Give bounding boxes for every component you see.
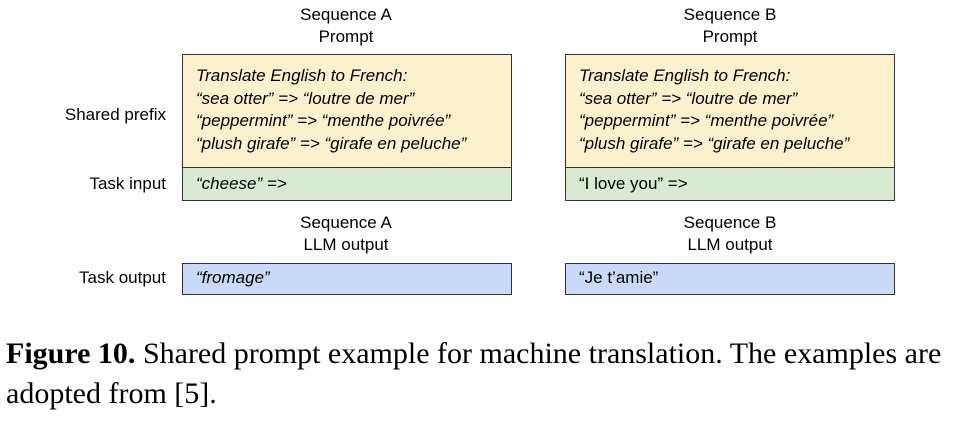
figure-caption: Figure 10. Shared prompt example for mac… xyxy=(6,334,956,414)
sequence-a-prompt-header: Sequence A Prompt xyxy=(246,4,446,48)
prefix-line: Translate English to French: xyxy=(196,66,408,85)
prompt-label: Prompt xyxy=(702,27,758,46)
prefix-line: Translate English to French: xyxy=(579,66,791,85)
figure-label: Figure 10. xyxy=(6,337,136,370)
row-label-shared-prefix: Shared prefix xyxy=(64,105,166,124)
prefix-line: “peppermint” => “menthe poivrée” xyxy=(579,111,834,130)
sequence-b-title: Sequence B xyxy=(683,213,777,232)
sequence-a-title: Sequence A xyxy=(300,5,392,24)
sequence-b-output-header: Sequence B LLM output xyxy=(630,212,830,256)
llm-output-label: LLM output xyxy=(687,235,773,254)
sequence-b-shared-prefix-box: Translate English to French: “sea otter”… xyxy=(565,54,895,168)
sequence-b-title: Sequence B xyxy=(683,5,777,24)
prompt-label: Prompt xyxy=(318,27,374,46)
prefix-line: “sea otter” => “loutre de mer” xyxy=(196,88,415,108)
row-label-task-output: Task output xyxy=(79,268,166,287)
sequence-a-task-input-box: “cheese” => xyxy=(182,167,512,201)
sequence-b-task-input-box: “I love you” => xyxy=(565,167,895,201)
sequence-a-shared-prefix-box: Translate English to French: “sea otter”… xyxy=(182,54,512,168)
row-label-task-input: Task input xyxy=(89,174,166,193)
sequence-a-task-output-box: “fromage” xyxy=(182,263,512,295)
prefix-line: “plush girafe” => “girafe en peluche” xyxy=(579,133,850,153)
prefix-line: “peppermint” => “menthe poivrée” xyxy=(196,111,451,130)
sequence-a-output-header: Sequence A LLM output xyxy=(246,212,446,256)
prefix-line: “sea otter” => “loutre de mer” xyxy=(579,88,798,108)
caption-text: Shared prompt example for machine transl… xyxy=(6,337,942,410)
sequence-b-prompt-header: Sequence B Prompt xyxy=(630,4,830,48)
llm-output-label: LLM output xyxy=(303,235,389,254)
prefix-line: “plush girafe” => “girafe en peluche” xyxy=(196,133,467,153)
sequence-b-task-output-box: “Je t’amie” xyxy=(565,263,895,295)
sequence-a-title: Sequence A xyxy=(300,213,392,232)
